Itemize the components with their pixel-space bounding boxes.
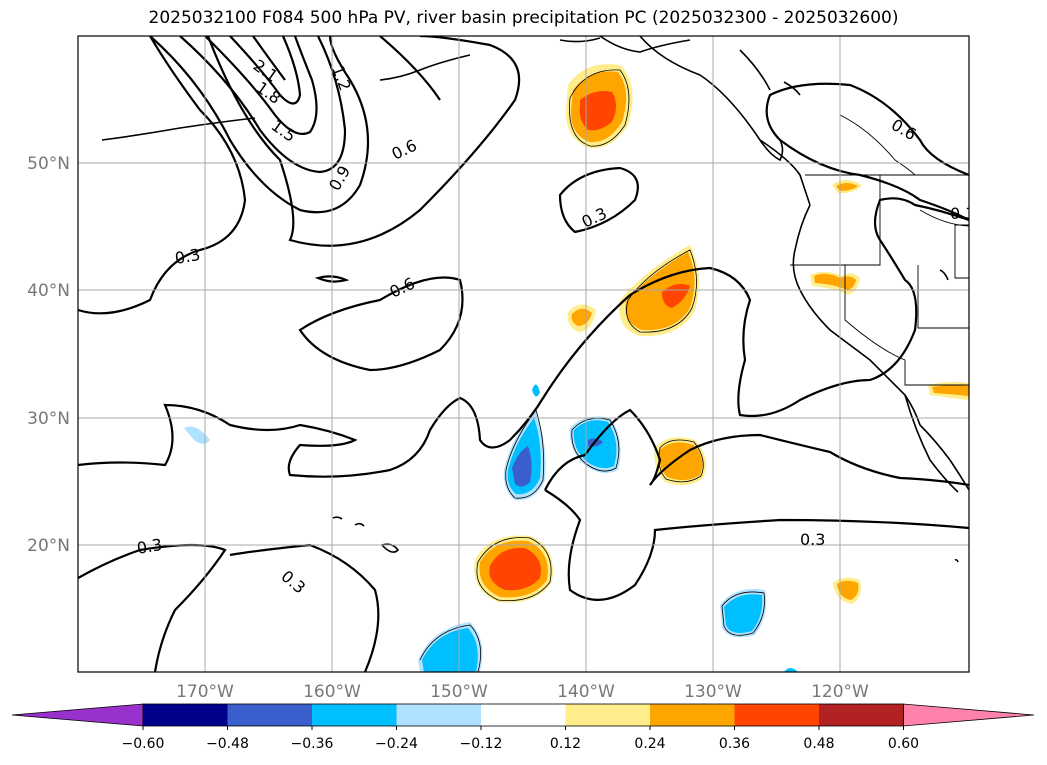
map-title: 2025032100 F084 500 hPa PV, river basin … xyxy=(148,8,899,28)
longitude-labels: 170°W 160°W 150°W 140°W 130°W 120°W xyxy=(176,682,869,702)
colorbar-segment xyxy=(650,704,735,726)
colorbar-segment xyxy=(396,704,482,726)
colorbar-segment xyxy=(227,704,313,726)
colorbar-border xyxy=(142,703,904,727)
contour-label: 0.3 xyxy=(135,535,163,558)
colorbar-tick-label: −0.12 xyxy=(460,736,503,752)
colorbar-tick-label: 0.60 xyxy=(888,736,919,752)
precip-positive-shading xyxy=(474,64,969,604)
colorbar-extend-min xyxy=(11,703,144,727)
colorbar-segment xyxy=(565,704,651,726)
colorbar-tick-label: −0.36 xyxy=(291,736,334,752)
colorbar-extend-max xyxy=(903,703,1035,727)
lat-label-30n: 30°N xyxy=(27,409,70,429)
lat-label-20n: 20°N xyxy=(27,536,70,556)
colorbar-tick-label: −0.60 xyxy=(122,736,165,752)
lon-label-130w: 130°W xyxy=(684,682,742,702)
lat-label-50n: 50°N xyxy=(27,154,70,174)
colorbar-segment xyxy=(819,704,904,726)
lon-label-140w: 140°W xyxy=(557,682,615,702)
contour-label: 0.3 xyxy=(800,530,825,549)
contour-label: 0.3 xyxy=(173,245,201,268)
colorbar: −0.60 −0.48 −0.36 −0.24 −0.12 0.12 0.24 0.36 0.4… xyxy=(11,703,1035,752)
colorbar-tick-label: −0.24 xyxy=(375,736,418,752)
colorbar-tick-label: 0.24 xyxy=(634,736,665,752)
colorbar-tick-label: −0.48 xyxy=(206,736,249,752)
coastlines xyxy=(101,36,969,563)
lon-label-150w: 150°W xyxy=(430,682,488,702)
lon-label-160w: 160°W xyxy=(303,682,361,702)
lon-label-170w: 170°W xyxy=(176,682,234,702)
lon-label-120w: 120°W xyxy=(811,682,869,702)
pv-contours xyxy=(78,36,969,672)
colorbar-segment xyxy=(481,704,566,726)
colorbar-segment xyxy=(734,704,820,726)
gridlines xyxy=(78,36,969,672)
colorbar-segment xyxy=(312,704,397,726)
colorbar-tick-label: 0.12 xyxy=(550,736,581,752)
map-border xyxy=(77,35,970,673)
colorbar-tick-label: 0.36 xyxy=(719,736,750,752)
lat-label-40n: 40°N xyxy=(27,281,70,301)
colorbar-tick-label: 0.48 xyxy=(803,736,834,752)
contour-label: 0.3 xyxy=(950,204,975,223)
colorbar-segment xyxy=(143,704,228,726)
latitude-labels: 50°N 40°N 30°N 20°N xyxy=(27,154,70,556)
